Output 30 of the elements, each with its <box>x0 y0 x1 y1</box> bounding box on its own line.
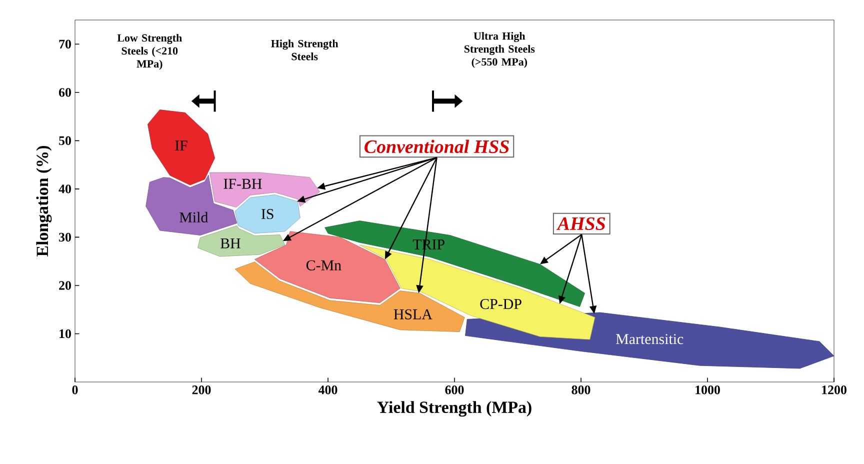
annotation: AHSS <box>556 217 606 230</box>
x-tick-label: 400 <box>318 386 338 394</box>
y-tick-label: 20 <box>59 281 71 290</box>
x-tick-label: 800 <box>572 386 590 394</box>
annotation: Ultra High Strength Steels (>550 MPa) <box>464 32 535 68</box>
series-label: CP-DP <box>480 299 522 310</box>
y-tick-label: 10 <box>60 329 71 338</box>
annotation: Low Strength Steels (<210 MPa) <box>117 34 182 70</box>
series-label: IF <box>175 140 188 150</box>
series-label: Martensitic <box>616 334 684 344</box>
series-label: IF-BH <box>224 178 262 189</box>
annotation: Conventional HSS <box>364 140 509 154</box>
y-axis-title: Elongation (%) <box>36 146 52 256</box>
series-label: Mild <box>180 212 208 222</box>
x-tick-label: 1200 <box>822 386 846 394</box>
series-label: HSLA <box>394 309 432 320</box>
x-tick-label: 0 <box>72 386 78 394</box>
y-tick-label: 60 <box>58 88 71 97</box>
series-label: C-Mn <box>306 260 342 270</box>
y-tick-label: 40 <box>58 184 71 194</box>
x-tick-label: 1000 <box>696 386 720 394</box>
y-tick-label: 30 <box>59 232 71 242</box>
x-tick-label: 600 <box>445 386 464 394</box>
series-label: BH <box>220 238 240 248</box>
y-tick-label: 70 <box>59 40 71 49</box>
series-label: IS <box>262 209 274 220</box>
annotation: High Strength Steels <box>271 40 338 60</box>
x-tick-label: 200 <box>192 386 211 394</box>
x-axis-title: Yield Strength (MPa) <box>377 401 532 417</box>
y-tick-label: 50 <box>59 136 71 146</box>
